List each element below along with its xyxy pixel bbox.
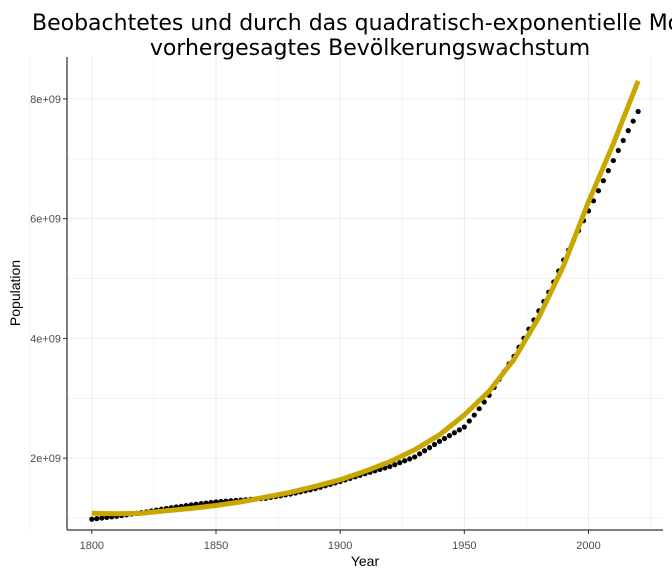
y-tick-label: 4e+09 xyxy=(30,333,61,345)
observed-point xyxy=(620,137,626,144)
observed-point xyxy=(466,418,472,424)
observed-point xyxy=(635,108,641,115)
x-tick-label: 2000 xyxy=(576,540,600,552)
observed-point xyxy=(397,460,403,466)
observed-point xyxy=(630,118,636,124)
chart-title-line-2: vorhergesagtes Bevölkerungswachstum xyxy=(150,36,590,61)
observed-point xyxy=(481,399,487,405)
observed-point xyxy=(446,433,453,439)
x-tick-label: 1900 xyxy=(328,540,352,552)
observed-point xyxy=(471,412,477,418)
observed-point xyxy=(615,147,621,154)
observed-point xyxy=(89,516,95,522)
y-tick-label: 8e+09 xyxy=(30,94,61,106)
x-tick-label: 1800 xyxy=(80,540,104,552)
chart-title-line-1: Beobachtetes und durch das quadratisch-e… xyxy=(32,11,672,36)
observed-point xyxy=(461,424,467,430)
model-line xyxy=(91,79,641,517)
observed-point xyxy=(94,516,100,522)
observed-point xyxy=(605,168,611,174)
observed-point xyxy=(392,462,398,468)
y-axis-ticks: 2e+09 4e+09 6e+09 8e+09 xyxy=(30,94,67,465)
observed-point xyxy=(436,438,443,444)
observed-point xyxy=(625,128,631,134)
observed-point xyxy=(600,178,607,184)
y-tick-label: 6e+09 xyxy=(30,214,61,226)
observed-point xyxy=(456,427,462,433)
observed-point xyxy=(595,188,602,194)
observed-point xyxy=(610,157,616,164)
x-axis-label: Year xyxy=(351,553,380,569)
axes xyxy=(66,57,663,531)
observed-point xyxy=(476,406,482,412)
observed-point xyxy=(99,515,105,521)
observed-point xyxy=(441,435,448,442)
x-tick-label: 1850 xyxy=(204,540,228,552)
y-tick-label: 2e+09 xyxy=(30,453,61,465)
observed-point xyxy=(387,463,393,470)
model-curve xyxy=(91,79,641,517)
observed-point xyxy=(402,458,408,464)
observed-point xyxy=(412,454,418,460)
x-axis-ticks: 1800 1850 1900 1950 2000 xyxy=(80,530,601,552)
observed-point xyxy=(422,448,428,454)
y-axis-label: Population xyxy=(7,260,23,326)
observed-point xyxy=(104,514,110,521)
observed-points xyxy=(89,108,641,522)
x-tick-label: 1950 xyxy=(452,540,476,552)
observed-point xyxy=(451,430,457,436)
observed-point xyxy=(431,441,438,448)
observed-point xyxy=(417,451,423,457)
observed-point xyxy=(407,456,413,462)
grid xyxy=(29,57,663,530)
observed-point xyxy=(426,445,433,451)
